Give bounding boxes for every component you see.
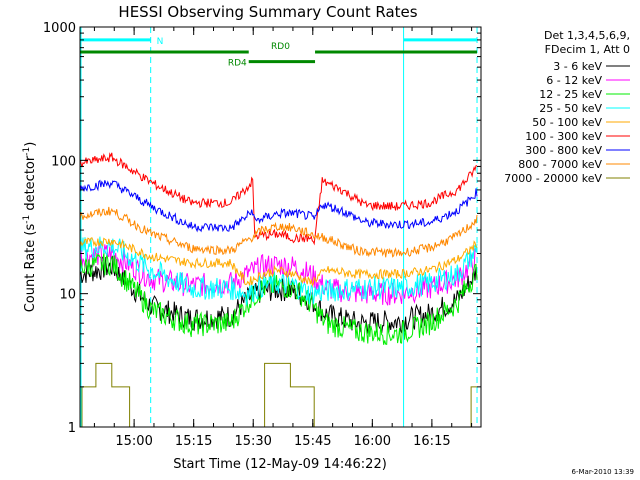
legend-label: 800 - 7000 keV (518, 158, 602, 171)
y-tick-label: 100 (51, 154, 76, 169)
legend-label: 7000 - 20000 keV (504, 172, 602, 185)
legend-label: 12 - 25 keV (539, 88, 602, 101)
series-line-1 (79, 243, 478, 306)
y-tick-label: 10 (59, 288, 76, 303)
legend-header: FDecim 1, Att 0 (545, 43, 630, 56)
series-line-4 (79, 237, 478, 288)
legend: Det 1,3,4,5,6,9,FDecim 1, Att 0 3 - 6 keV… (504, 29, 630, 185)
x-tick-label: 16:00 (354, 434, 391, 449)
x-tick-label: 15:00 (115, 434, 152, 449)
svg-text:Count Rate (s-1 detector-1): Count Rate (s-1 detector-1) (22, 142, 38, 313)
legend-label: 6 - 12 keV (546, 74, 602, 87)
series-line-8 (80, 362, 477, 428)
series-line-6 (79, 179, 478, 233)
y-tick-label: 1 (68, 421, 76, 436)
chart-title: HESSI Observing Summary Count Rates (118, 3, 417, 21)
state-label-rd4: RD4 (228, 59, 247, 69)
footer-date: 6-Mar-2010 13:39 (572, 468, 634, 476)
plot-area: N RD0 RD4 1 10 100 1000 15:00 15:15 15:30 15:45 16:… (43, 21, 482, 449)
plot-frame (79, 26, 482, 428)
series-line-3 (79, 236, 478, 306)
legend-label: 100 - 300 keV (525, 130, 602, 143)
state-label-n: N (157, 37, 164, 47)
x-tick-label: 15:30 (234, 434, 271, 449)
series-line-5 (79, 152, 477, 246)
y-axis-label: Count Rate (s-1 detector-1) (22, 142, 38, 313)
series-line-2 (79, 252, 478, 345)
legend-header: Det 1,3,4,5,6,9, (544, 29, 630, 42)
legend-label: 25 - 50 keV (539, 102, 602, 115)
state-label-rd0: RD0 (271, 42, 290, 52)
series-line-7 (79, 206, 478, 258)
x-tick-label: 16:15 (413, 434, 450, 449)
legend-label: 3 - 6 keV (553, 60, 602, 73)
x-tick-label: 15:45 (294, 434, 331, 449)
x-axis-label: Start Time (12-May-09 14:46:22) (173, 457, 387, 472)
legend-label: 50 - 100 keV (532, 116, 602, 129)
x-tick-label: 15:15 (175, 434, 212, 449)
legend-label: 300 - 800 keV (525, 144, 602, 157)
y-tick-label: 1000 (43, 21, 76, 36)
